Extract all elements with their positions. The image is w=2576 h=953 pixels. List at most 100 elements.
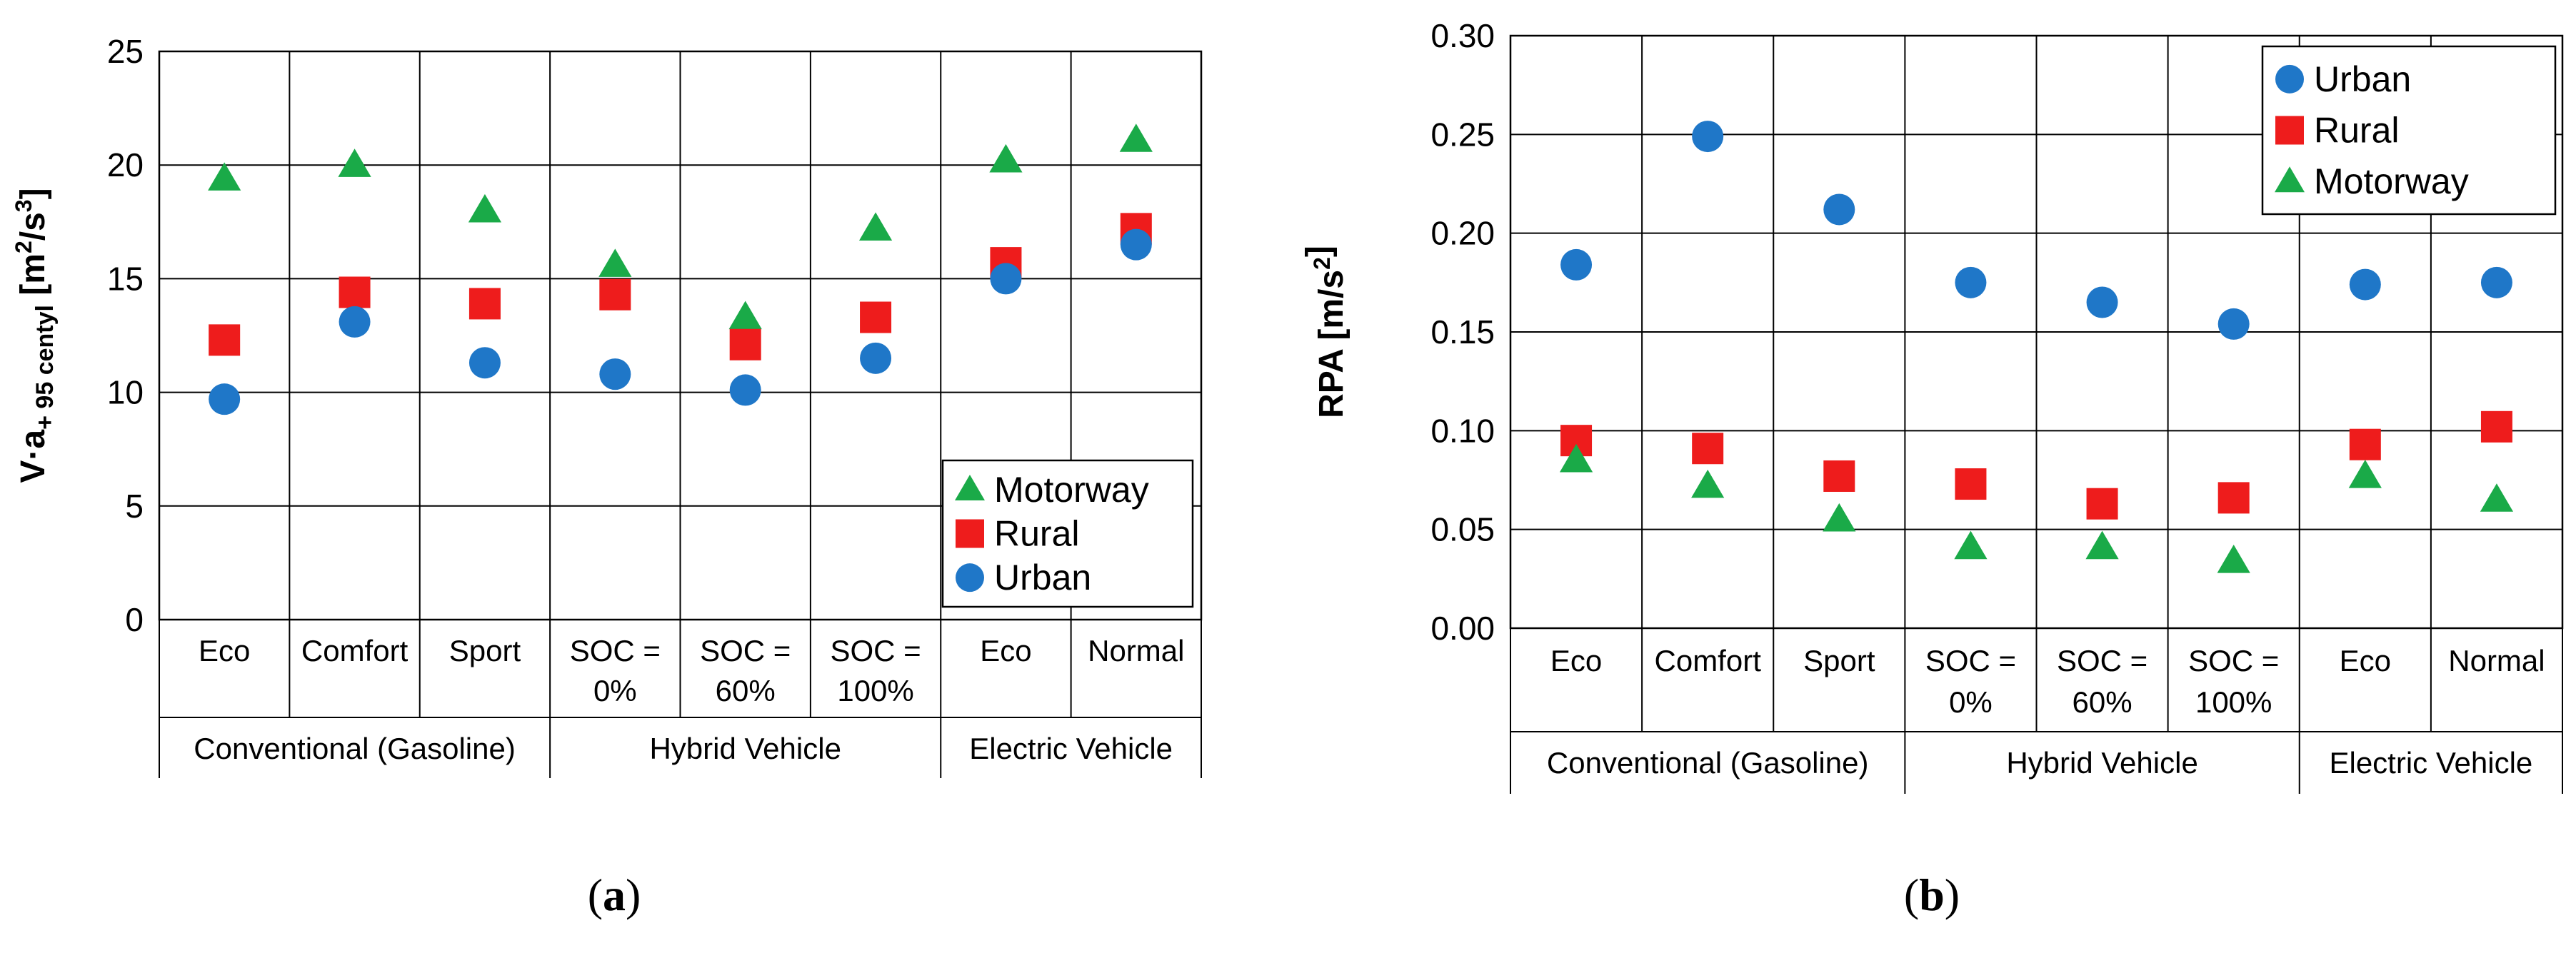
data-point-urban [2217, 308, 2250, 340]
y-tick-label: 10 [107, 374, 144, 411]
data-point-motorway [1691, 469, 1725, 498]
data-point-urban [339, 306, 371, 338]
y-tick-label: 0.05 [1430, 511, 1495, 548]
y-axis-label: V·a+ 95 centyl [m2/s3] [11, 188, 59, 483]
category-label: SOC = [2188, 644, 2279, 677]
data-point-urban [1692, 121, 1724, 153]
category-label: Eco [1550, 644, 1602, 677]
chart-b: 0.00 0.05 0.10 0.15 0.20 0.25 0.30 Eco Comfort Sp… [1300, 17, 2564, 920]
legend-label: Urban [2314, 59, 2411, 99]
legend-label: Urban [994, 558, 1091, 597]
category-label: Eco [2340, 644, 2391, 677]
data-point-urban [599, 358, 631, 390]
data-point-motorway [728, 301, 762, 330]
category-label: Sport [449, 634, 521, 667]
category-label: 60% [716, 674, 776, 707]
caption-paren: ) [1945, 869, 1960, 920]
data-point-rural [339, 276, 371, 308]
category-label: SOC = [830, 634, 921, 667]
category-label: Normal [1088, 634, 1184, 667]
category-label: 100% [2195, 685, 2272, 719]
group-label: Conventional (Gasoline) [1547, 746, 1869, 780]
data-point-rural [1823, 460, 1855, 492]
y-axis-label-unit: [m/s [1313, 270, 1350, 350]
data-point-motorway [2480, 483, 2514, 512]
y-axis-label-superscript: 2 [1309, 257, 1335, 270]
y-axis-label-main: V·a [14, 430, 52, 483]
data-point-urban [1560, 248, 1593, 281]
y-tick-label: 0.30 [1430, 17, 1495, 54]
y-axis-label-unit: ] [1300, 246, 1338, 257]
category-label: SOC = [2057, 644, 2147, 677]
data-point-motorway [208, 162, 241, 191]
data-point-motorway [2217, 544, 2250, 573]
group-label: Hybrid Vehicle [649, 732, 841, 765]
data-point-motorway [1559, 443, 1593, 473]
y-tick-label: 5 [125, 488, 144, 525]
category-label: Comfort [1655, 644, 1762, 677]
data-point-motorway [2348, 459, 2382, 488]
data-point-motorway [989, 143, 1023, 173]
category-label: Eco [980, 634, 1031, 667]
data-point-motorway [1954, 530, 1988, 560]
data-point-rural [2480, 410, 2512, 443]
data-point-urban [1823, 193, 1855, 226]
category-label: 0% [1949, 685, 1993, 719]
chart-a: 0 5 10 15 20 25 Eco Comfort Sport SOC = 0% SOC = 60%… [11, 33, 1203, 920]
legend-marker-motorway [2275, 166, 2305, 193]
data-point-rural [599, 278, 631, 311]
y-axis-label: RPA [m/s2] [1300, 246, 1350, 418]
data-point-urban [860, 342, 892, 374]
y-tick-label: 0.10 [1430, 412, 1495, 449]
data-point-rural [1955, 468, 1987, 500]
legend-marker-rural [956, 519, 984, 548]
y-tick-label: 20 [107, 146, 144, 183]
y-axis-label-subscript: + 95 centyl [31, 305, 59, 430]
y-tick-label: 15 [107, 260, 144, 297]
category-label: Comfort [301, 634, 409, 667]
data-point-urban [468, 347, 501, 379]
data-point-rural [2217, 482, 2250, 514]
legend: Urban Rural Motorway [2261, 45, 2557, 216]
category-label: 0% [593, 674, 637, 707]
data-point-urban [2480, 266, 2512, 298]
y-tick-label: 0.20 [1430, 215, 1495, 252]
data-point-urban [2349, 268, 2381, 301]
category-label: SOC = [1925, 644, 2016, 677]
category-label: SOC = [570, 634, 661, 667]
y-axis-label-main: RPA [1313, 349, 1350, 418]
y-axis-label-unit: ] [14, 188, 52, 199]
group-label: Hybrid Vehicle [2006, 746, 2197, 780]
caption-letter: b [1919, 869, 1945, 920]
caption: (b) [1904, 869, 1960, 920]
legend-marker-motorway [955, 474, 985, 500]
data-point-rural [2349, 428, 2381, 460]
group-label: Conventional (Gasoline) [194, 732, 516, 765]
data-point-motorway [1119, 123, 1153, 152]
category-label: Sport [1803, 644, 1875, 677]
legend-marker-urban [956, 563, 984, 593]
y-axis-label-unit: /s [14, 212, 52, 241]
group-label: Electric Vehicle [2329, 746, 2532, 780]
category-label: Normal [2448, 644, 2545, 677]
data-point-rural [468, 288, 501, 320]
legend-marker-rural [2275, 116, 2304, 145]
data-point-rural [1692, 433, 1724, 465]
data-point-urban [209, 383, 241, 415]
data-point-urban [1120, 228, 1152, 261]
y-axis-label-superscript: 2 [11, 241, 36, 253]
category-label: Eco [199, 634, 250, 667]
data-point-urban [729, 374, 761, 406]
y-tick-label: 0.15 [1430, 313, 1495, 351]
data-point-urban [2086, 286, 2118, 318]
legend-box [941, 459, 1194, 608]
data-point-motorway [598, 248, 632, 277]
caption: (a) [588, 869, 641, 920]
y-tick-label: 0.25 [1430, 116, 1495, 153]
legend-box [2261, 45, 2557, 216]
data-point-urban [990, 263, 1022, 295]
legend-marker-urban [2275, 64, 2304, 94]
legend-label: Rural [2314, 111, 2399, 151]
